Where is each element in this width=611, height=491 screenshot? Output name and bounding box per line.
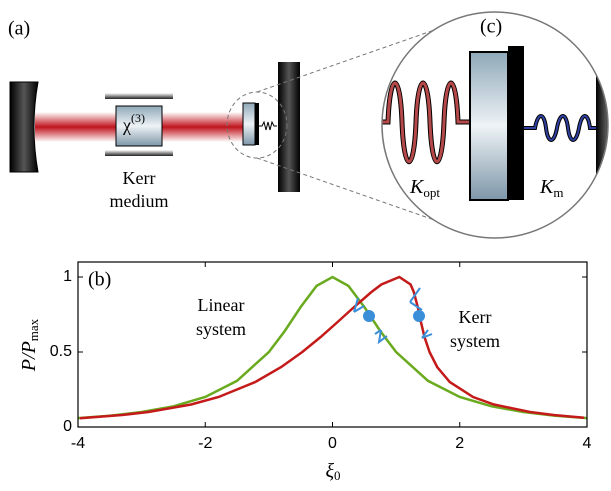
mirror: [9, 81, 39, 173]
panel-label: (b): [88, 269, 111, 291]
panel-label: (c): [480, 16, 502, 38]
x-axis-label: ξ0: [325, 460, 340, 483]
y-label-base: P/P: [18, 341, 40, 372]
mirror-back: [508, 46, 524, 200]
plot-frame: [77, 261, 588, 428]
x-label-sub: 0: [334, 468, 341, 483]
zoom-circle: [381, 11, 609, 239]
annotation: Linear: [198, 295, 245, 315]
marker: [413, 310, 425, 322]
y-label-sub: max: [26, 318, 41, 341]
zoom-line: [256, 157, 441, 223]
mirror: [469, 51, 509, 201]
kerr-label: Kerr: [123, 168, 156, 188]
marker: [363, 310, 375, 322]
k-m-label: Km: [539, 176, 563, 200]
zoom-line: [256, 27, 441, 93]
movable-mirror: [255, 103, 259, 145]
spring: [259, 120, 277, 131]
x-tick-label: 2: [455, 435, 464, 452]
arrow: [409, 287, 423, 311]
optical-spring: [382, 81, 470, 163]
stability-markers: [353, 287, 433, 345]
y-tick-label: 0: [63, 418, 72, 435]
panel-label: (a): [8, 18, 30, 40]
series-line: [77, 275, 588, 420]
chi-label: χ(3): [122, 111, 145, 135]
annotation: system: [450, 331, 500, 351]
annotation: Kerr: [459, 307, 492, 327]
kerr-crystal: [115, 105, 163, 147]
x-tick-label: -4: [71, 435, 85, 452]
crystal-plate: [105, 150, 173, 156]
annotation: system: [196, 319, 246, 339]
arrow: [353, 297, 365, 313]
wall: [278, 62, 300, 192]
x-tick-label: -2: [198, 435, 212, 452]
x-tick-label: 4: [583, 435, 592, 452]
y-tick-label: 1: [63, 268, 72, 285]
arrow: [421, 329, 433, 339]
k-opt-label: Kopt: [409, 176, 440, 200]
plot: -4 -2 0 2 400.51 (b)ξ0P/PmaxLinearsystemKerrs…: [18, 261, 592, 483]
x-tick-label: 0: [328, 435, 337, 452]
x-label-base: ξ: [325, 460, 334, 482]
crystal-plate: [105, 93, 173, 99]
y-axis-label: P/Pmax: [18, 318, 41, 372]
arrow: [374, 329, 388, 345]
kerr-label: medium: [110, 191, 169, 211]
series-line: [79, 275, 585, 420]
movable-mirror: [242, 102, 256, 146]
mechanical-spring: [524, 115, 600, 141]
y-tick-label: 0.5: [50, 343, 72, 360]
